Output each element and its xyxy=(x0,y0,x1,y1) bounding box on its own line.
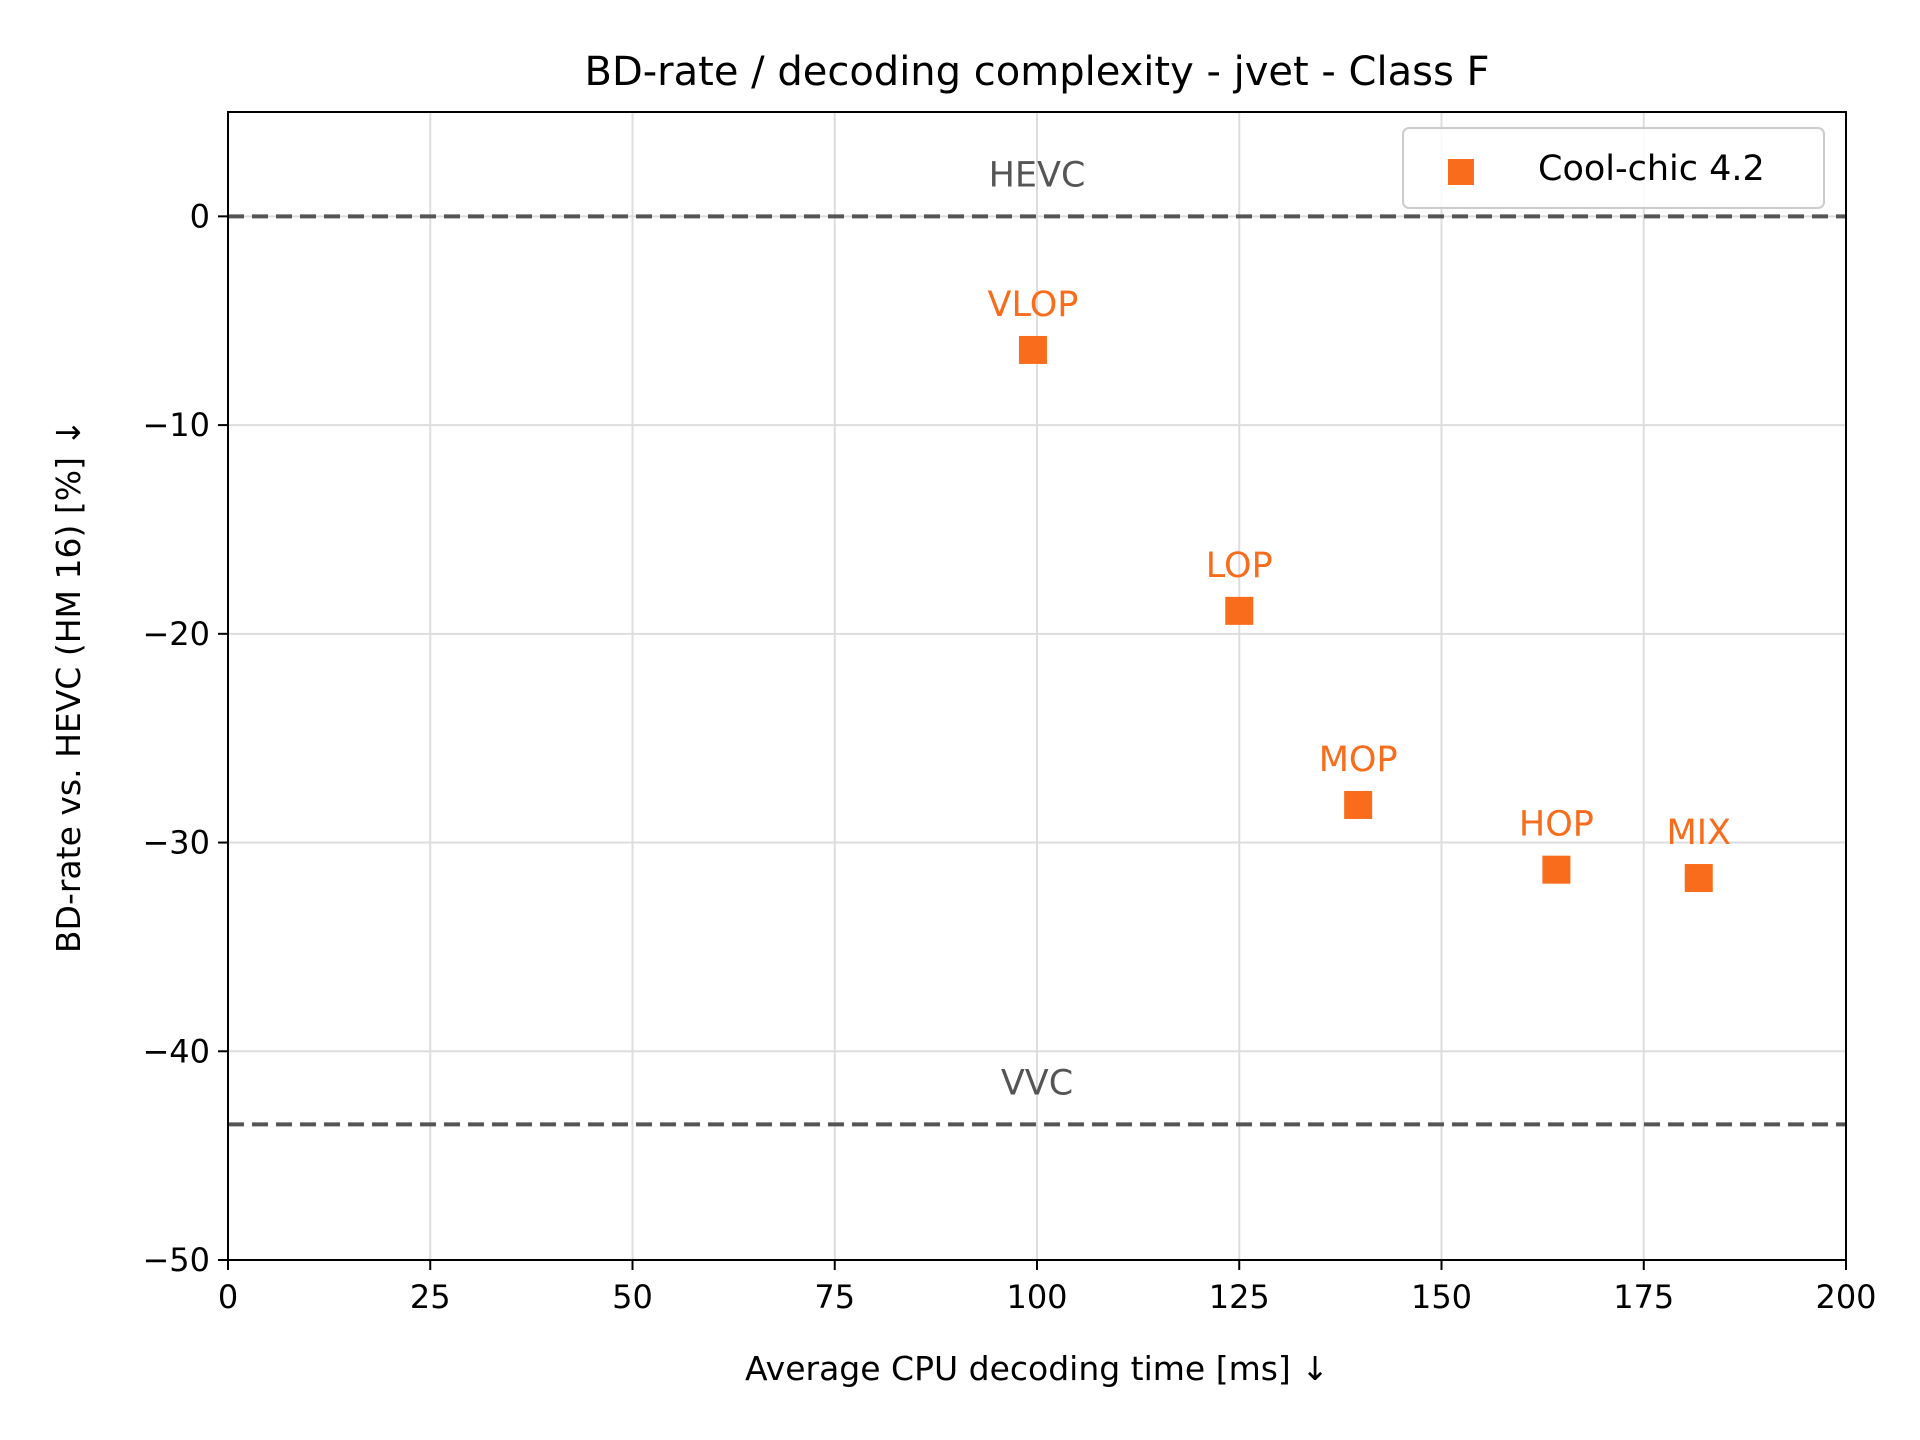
y-tick-label: −30 xyxy=(142,824,210,862)
x-tick-label: 50 xyxy=(612,1278,653,1316)
chart-title: BD-rate / decoding complexity - jvet - C… xyxy=(585,49,1490,95)
y-tick-label: −20 xyxy=(142,615,210,653)
legend-square-marker-icon xyxy=(1448,159,1474,185)
legend: Cool-chic 4.2 xyxy=(1402,127,1825,209)
reference-lines-layer: HEVC VVC xyxy=(228,155,1846,1127)
legend-entry-cool-chic: Cool-chic 4.2 xyxy=(1538,149,1765,189)
data-point-label-mop: MOP xyxy=(1319,740,1398,780)
x-tick-label: 100 xyxy=(1006,1278,1067,1316)
data-point-label-lop: LOP xyxy=(1206,546,1273,586)
x-tick-label: 75 xyxy=(814,1278,855,1316)
x-tick-label: 175 xyxy=(1613,1278,1674,1316)
x-tick-label: 150 xyxy=(1411,1278,1472,1316)
data-point-label-mix: MIX xyxy=(1667,813,1732,853)
reference-label-hevc: HEVC xyxy=(989,155,1086,195)
legend-box xyxy=(1402,127,1825,209)
x-axis-title: Average CPU decoding time [ms] ↓ xyxy=(745,1349,1329,1388)
x-tick-label: 0 xyxy=(218,1278,238,1316)
y-tick-label: −10 xyxy=(142,406,210,444)
data-point-label-vlop: VLOP xyxy=(988,285,1079,325)
y-tick-label: −50 xyxy=(142,1241,210,1279)
data-point-label-hop: HOP xyxy=(1519,805,1594,845)
data-points-layer: VLOP LOP MOP HOP MIX xyxy=(988,285,1732,893)
y-axis-title: BD-rate vs. HEVC (HM 16) [%] ↓ xyxy=(49,419,88,953)
data-point-lop xyxy=(1225,596,1254,625)
ticks-layer: 0 25 50 75 100 125 150 175 200 0 −10 −20 −30 −40 −50 xyxy=(142,197,1876,1316)
x-tick-label: 125 xyxy=(1209,1278,1270,1316)
data-point-mix xyxy=(1684,864,1713,893)
reference-label-vvc: VVC xyxy=(1001,1063,1073,1103)
y-tick-label: 0 xyxy=(190,197,210,235)
data-point-hop xyxy=(1542,855,1571,884)
data-point-vlop xyxy=(1018,335,1047,364)
y-tick-label: −40 xyxy=(142,1032,210,1070)
data-point-mop xyxy=(1344,790,1373,819)
x-tick-label: 200 xyxy=(1815,1278,1876,1316)
x-tick-label: 25 xyxy=(410,1278,451,1316)
